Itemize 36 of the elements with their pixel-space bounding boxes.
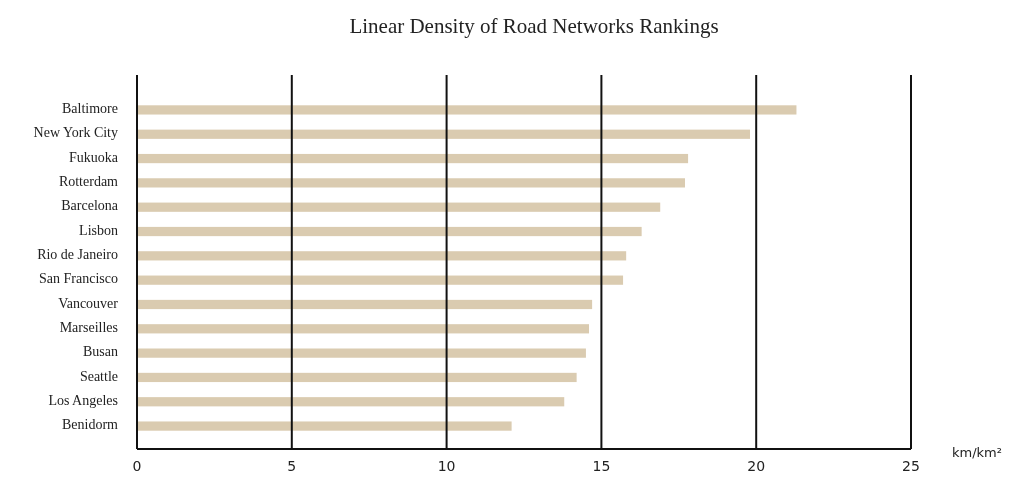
y-tick-label: Rotterdam	[58, 174, 119, 190]
bar	[137, 251, 627, 261]
y-tick-label: Barcelona	[61, 198, 119, 214]
bar	[137, 153, 689, 164]
bar	[137, 299, 593, 310]
y-tick-label: New York City	[33, 125, 118, 141]
x-tick-label: 10	[437, 458, 456, 474]
x-tick-label: 20	[747, 458, 766, 474]
x-axis-title: km/km²	[952, 445, 1002, 460]
bar	[137, 275, 624, 285]
y-tick-label: Vancouver	[58, 295, 119, 311]
y-tick-label: Lisbon	[79, 222, 118, 238]
x-tick-label: 0	[132, 458, 142, 474]
bar	[137, 397, 565, 407]
y-tick-label: Baltimore	[62, 101, 118, 117]
bar	[137, 226, 642, 237]
y-tick-label: Marseilles	[59, 320, 118, 336]
bar	[137, 324, 590, 334]
chart-title: Linear Density of Road Networks Rankings	[349, 14, 719, 38]
bar	[137, 129, 751, 139]
x-tick-label: 5	[287, 458, 297, 474]
bar	[137, 105, 797, 115]
bar	[137, 178, 685, 188]
y-tick-label: Busan	[83, 344, 118, 360]
x-tick-label: 15	[592, 458, 611, 474]
x-tick-label: 25	[902, 458, 920, 474]
y-tick-label: Seattle	[79, 368, 118, 384]
bar	[137, 202, 661, 212]
y-tick-label: Fukuoka	[69, 149, 119, 165]
y-tick-label: Benidorm	[62, 417, 119, 433]
y-tick-label: Los Angeles	[48, 392, 118, 408]
bar	[137, 421, 512, 431]
bar	[137, 372, 577, 383]
bar	[137, 348, 586, 358]
y-tick-label: San Francisco	[39, 271, 118, 287]
y-tick-label: Rio de Janeiro	[37, 247, 118, 263]
